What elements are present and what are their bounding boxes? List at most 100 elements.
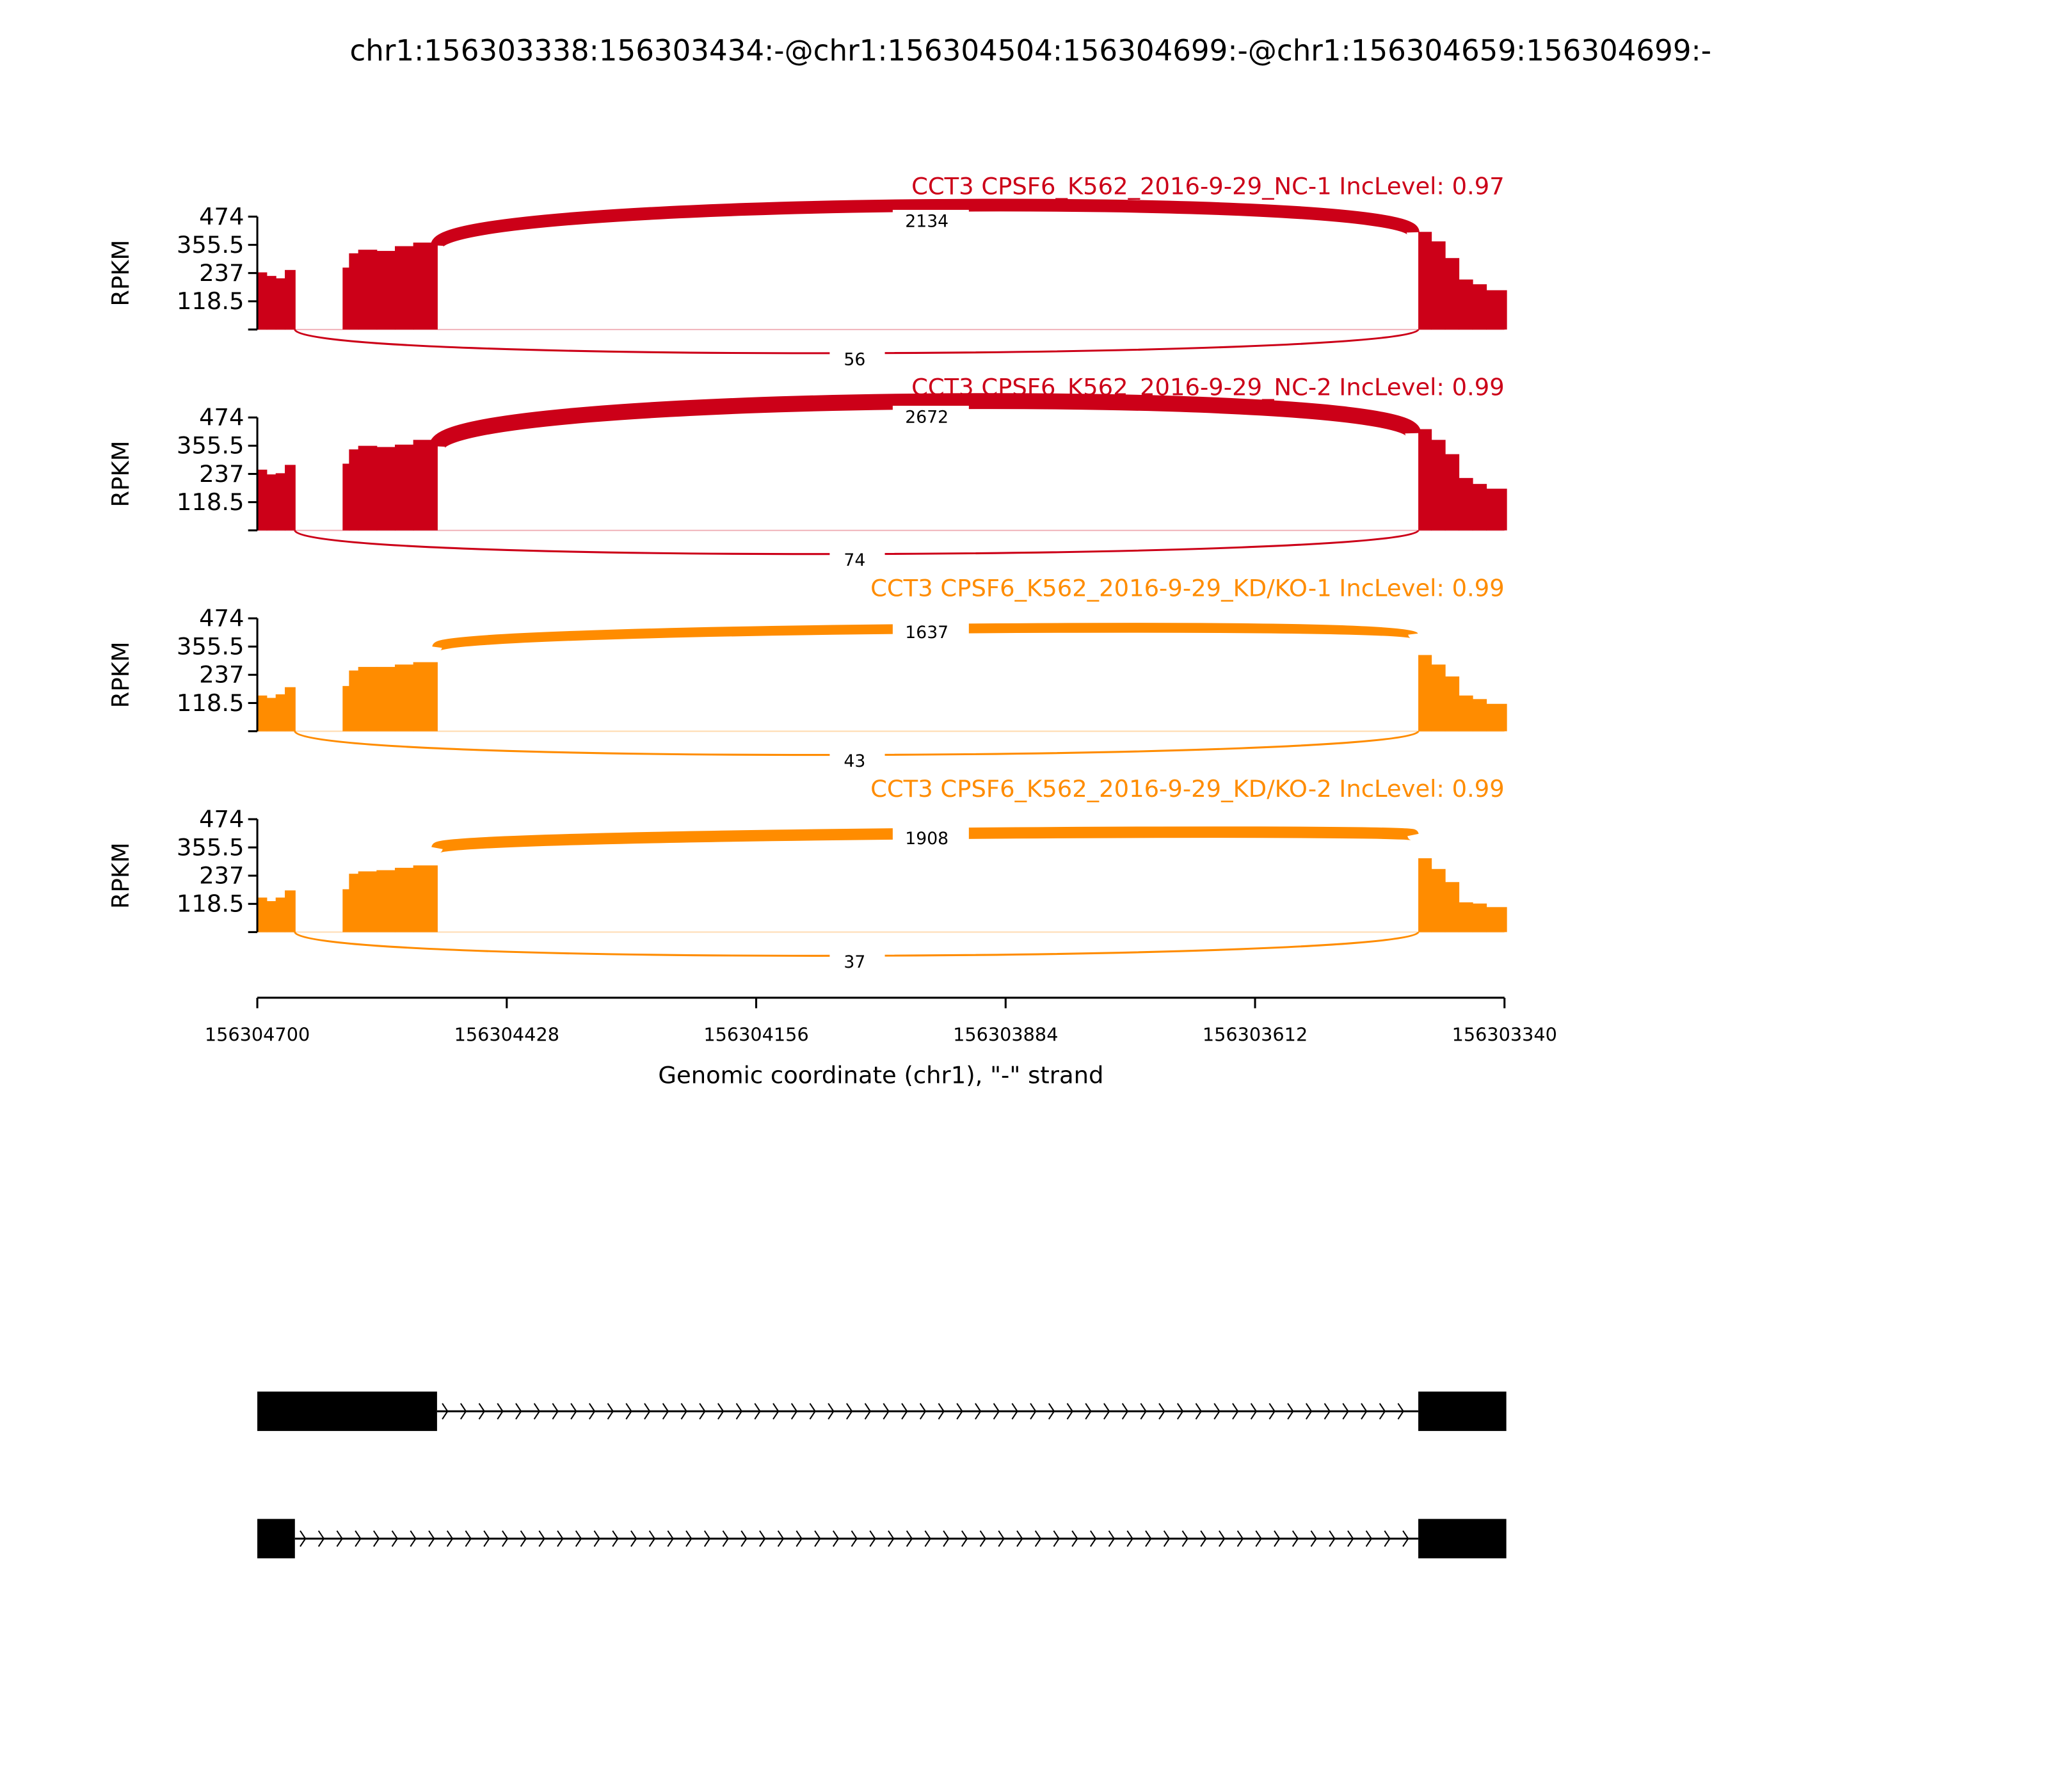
coverage-bar xyxy=(342,463,350,531)
strand-chevron-icon xyxy=(391,1530,399,1547)
coverage-bar xyxy=(342,685,350,732)
skipping-junction-count: 37 xyxy=(844,952,865,972)
strand-chevron-icon xyxy=(1292,1530,1299,1547)
strand-chevron-icon xyxy=(538,1530,545,1547)
coverage-bar xyxy=(342,889,350,932)
x-axis: 156304700 156304428 156304156 156303884 1563… xyxy=(205,996,1557,1046)
x-tick-label: 156303884 xyxy=(953,1024,1058,1046)
transcript xyxy=(257,1519,1507,1558)
coverage-bar xyxy=(257,469,268,531)
coverage-bar xyxy=(1431,440,1446,531)
coverage-bar xyxy=(1472,284,1487,330)
coverage-bar xyxy=(1444,676,1460,732)
strand-chevron-icon xyxy=(355,1530,362,1547)
coverage-bar xyxy=(376,251,396,330)
strand-chevron-icon xyxy=(662,1403,669,1420)
coverage-bar xyxy=(349,670,359,732)
strand-chevron-icon xyxy=(979,1530,987,1547)
coverage-bar xyxy=(275,694,286,732)
strand-chevron-icon xyxy=(373,1530,380,1547)
strand-chevron-icon xyxy=(759,1530,766,1547)
coverage-bar xyxy=(1444,258,1460,330)
y-axis-label: RPKM xyxy=(107,842,134,909)
strand-chevron-icon xyxy=(1255,1530,1262,1547)
strand-chevron-icon xyxy=(520,1530,527,1547)
strand-chevron-icon xyxy=(685,1530,692,1547)
strand-chevron-icon xyxy=(648,1530,656,1547)
strand-chevron-icon xyxy=(612,1530,619,1547)
strand-chevron-icon xyxy=(1181,1530,1188,1547)
sample-label: CCT3 CPSF6_K562_2016-9-29_NC-2 IncLevel:… xyxy=(911,373,1505,401)
y-tick-label: 474 xyxy=(199,805,244,833)
strand-chevron-icon xyxy=(460,1403,467,1420)
y-axis-label: RPKM xyxy=(107,441,134,508)
strand-chevron-icon xyxy=(570,1403,577,1420)
coverage-bar xyxy=(394,867,414,932)
y-tick-label: 474 xyxy=(199,604,244,632)
exon-block xyxy=(1418,1519,1507,1558)
coverage-bar xyxy=(275,473,286,531)
coverage-bar xyxy=(1418,232,1432,330)
y-tick-label: 118.5 xyxy=(177,689,244,717)
strand-chevron-icon xyxy=(1213,1403,1220,1420)
sample-label: CCT3 CPSF6_K562_2016-9-29_KD/KO-1 IncLev… xyxy=(870,574,1505,602)
coverage-bar xyxy=(285,687,296,732)
y-tick-label: 118.5 xyxy=(177,890,244,918)
coverage-bar xyxy=(394,246,414,330)
exon-block xyxy=(1418,1391,1507,1431)
y-tick-label: 355.5 xyxy=(177,432,244,460)
strand-chevron-icon xyxy=(497,1403,504,1420)
strand-chevron-icon xyxy=(1324,1403,1331,1420)
figure-title: chr1:156303338:156303434:-@chr1:15630450… xyxy=(349,33,1711,67)
coverage-bar xyxy=(349,874,359,932)
strand-chevron-icon xyxy=(465,1530,472,1547)
y-tick-label: 474 xyxy=(199,404,244,431)
coverage-bar xyxy=(413,865,438,932)
strand-chevron-icon xyxy=(515,1403,522,1420)
y-tick-label: 237 xyxy=(199,862,244,890)
strand-chevron-icon xyxy=(993,1403,1000,1420)
skipping-junction-count: 43 xyxy=(844,751,865,771)
junction-label-box xyxy=(892,209,969,231)
coverage-bar xyxy=(1472,484,1487,531)
coverage-bar xyxy=(1472,699,1487,732)
y-tick-label: 355.5 xyxy=(177,833,244,861)
strand-chevron-icon xyxy=(1140,1403,1147,1420)
coverage-bar xyxy=(1431,664,1446,732)
strand-chevron-icon xyxy=(1232,1403,1239,1420)
coverage-bar xyxy=(1472,903,1487,932)
strand-chevron-icon xyxy=(777,1530,785,1547)
coverage-bar xyxy=(1459,477,1473,531)
strand-chevron-icon xyxy=(1030,1403,1037,1420)
strand-chevron-icon xyxy=(1274,1530,1281,1547)
coverage-bar xyxy=(275,897,286,932)
skipping-junction-count: 56 xyxy=(844,349,865,369)
coverage-bar xyxy=(1459,695,1473,732)
strand-chevron-icon xyxy=(1305,1403,1313,1420)
strand-chevron-icon xyxy=(1090,1530,1097,1547)
strand-chevron-icon xyxy=(557,1530,564,1547)
coverage-bar xyxy=(358,871,378,932)
strand-chevron-icon xyxy=(1103,1403,1110,1420)
strand-chevron-icon xyxy=(754,1403,761,1420)
sample-label: CCT3 CPSF6_K562_2016-9-29_NC-1 IncLevel:… xyxy=(911,173,1505,200)
y-tick-label: 237 xyxy=(199,661,244,689)
strand-chevron-icon xyxy=(1034,1530,1042,1547)
coverage-bar xyxy=(394,444,414,531)
coverage-bar xyxy=(257,897,268,932)
skipping-junction-count: 74 xyxy=(844,550,865,570)
transcript xyxy=(257,1391,1507,1431)
x-axis-label: Genomic coordinate (chr1), "-" strand xyxy=(658,1061,1103,1089)
strand-chevron-icon xyxy=(1397,1403,1404,1420)
x-tick-label: 156304428 xyxy=(454,1024,559,1046)
strand-chevron-icon xyxy=(938,1403,945,1420)
strand-chevron-icon xyxy=(1048,1403,1055,1420)
coverage-bar xyxy=(1486,907,1507,932)
junction-label-box xyxy=(892,405,969,427)
y-tick-label: 118.5 xyxy=(177,488,244,516)
strand-chevron-icon xyxy=(442,1403,449,1420)
strand-chevron-icon xyxy=(1347,1530,1354,1547)
coverage-bar xyxy=(1418,655,1432,732)
